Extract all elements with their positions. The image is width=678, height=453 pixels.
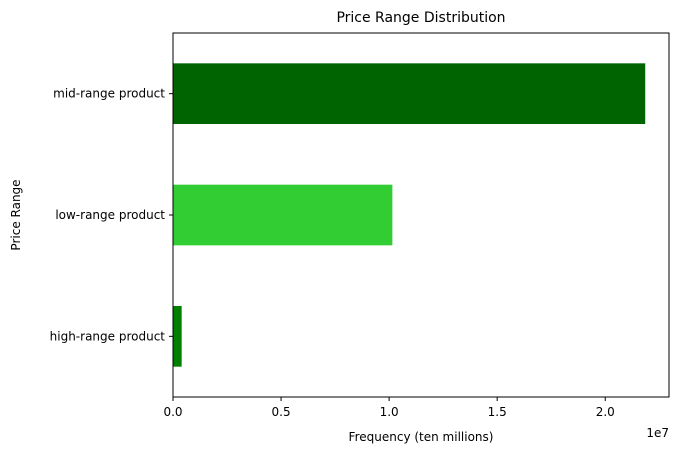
y-tick-label: mid-range product (53, 87, 165, 101)
y-axis-label: Price Range (9, 179, 23, 250)
x-axis-offset-label: 1e7 (646, 426, 669, 440)
y-tick-label: high-range product (50, 329, 166, 343)
x-tick-label: 0.5 (272, 405, 291, 419)
x-tick-label: 0.0 (163, 405, 182, 419)
x-tick-label: 1.0 (380, 405, 399, 419)
bar-mid-range-product (173, 63, 646, 124)
x-tick-label: 2.0 (596, 405, 615, 419)
x-ticks-group: 0.0 0.5 1.0 1.5 2.0 (163, 397, 615, 419)
x-tick-label: 1.5 (488, 405, 507, 419)
bars-group (173, 63, 646, 367)
x-axis-label: Frequency (ten millions) (349, 430, 494, 444)
chart-title: Price Range Distribution (336, 10, 505, 26)
plot-frame (172, 32, 670, 398)
y-tick-label: low-range product (55, 208, 165, 222)
y-ticks-group: high-range product low-range product mid-r… (50, 87, 173, 343)
bar-high-range-product (173, 306, 182, 367)
bar-low-range-product (173, 184, 393, 246)
